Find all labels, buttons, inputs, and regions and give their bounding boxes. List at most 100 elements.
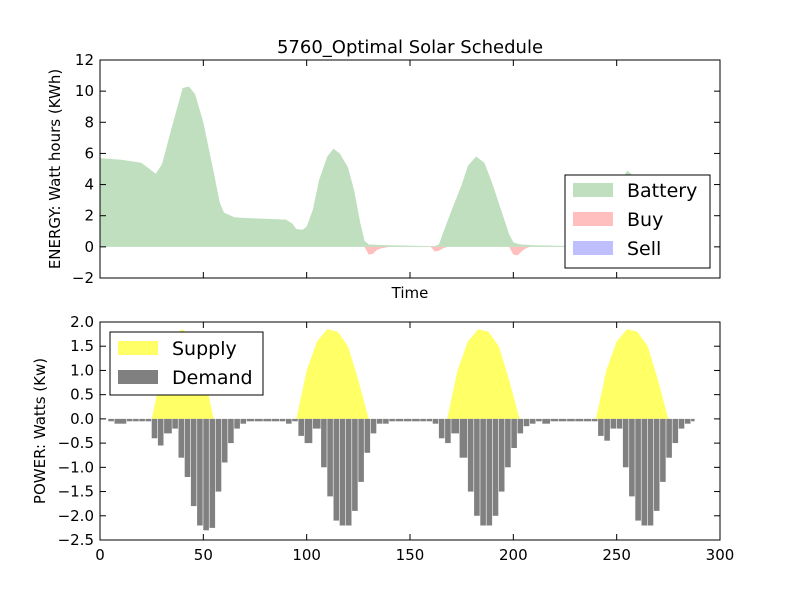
demand-bar bbox=[234, 418, 240, 429]
energy-y-tick-label: 6 bbox=[84, 144, 94, 162]
demand-bar bbox=[271, 418, 280, 422]
demand-bar bbox=[209, 418, 216, 528]
demand-bar bbox=[203, 418, 209, 531]
demand-bar bbox=[178, 418, 185, 458]
power-y-tick-label: 1.0 bbox=[70, 361, 94, 379]
power-y-ticks: −2.5 −2.0 −1.5 −1.0 −0.5 0.0 0.5 1.0 1.5 2.0 bbox=[58, 313, 720, 549]
demand-bar bbox=[653, 418, 660, 511]
demand-bar bbox=[333, 418, 340, 521]
legend-swatch-buy bbox=[573, 212, 613, 226]
legend-label-sell: Sell bbox=[627, 238, 661, 260]
energy-legend: Battery Buy Sell bbox=[564, 174, 711, 269]
power-x-tick-label: 150 bbox=[396, 546, 425, 564]
supply-area bbox=[296, 329, 369, 419]
legend-swatch-battery bbox=[573, 183, 613, 197]
demand-bar bbox=[498, 418, 505, 492]
demand-bar bbox=[445, 418, 451, 444]
demand-bar bbox=[474, 418, 480, 516]
demand-bar bbox=[190, 418, 197, 507]
demand-bar bbox=[145, 418, 152, 422]
demand-bar bbox=[604, 418, 610, 441]
demand-bar bbox=[345, 418, 352, 526]
demand-bar bbox=[164, 418, 172, 434]
power-x-tick-label: 250 bbox=[602, 546, 631, 564]
power-y-tick-label: −1.0 bbox=[58, 458, 94, 476]
demand-bar bbox=[376, 418, 383, 424]
demand-bar bbox=[151, 418, 158, 439]
demand-bar bbox=[312, 418, 321, 429]
demand-bar bbox=[529, 418, 536, 424]
demand-bar bbox=[286, 418, 292, 424]
power-y-tick-label: 0.5 bbox=[70, 386, 94, 404]
demand-bar bbox=[486, 418, 493, 526]
power-x-tick-label: 50 bbox=[194, 546, 213, 564]
demand-bar bbox=[678, 418, 685, 429]
demand-bar bbox=[126, 418, 133, 422]
demand-bar bbox=[215, 418, 222, 492]
supply-area bbox=[447, 329, 520, 419]
legend-swatch-sell bbox=[573, 241, 613, 255]
demand-bar bbox=[536, 418, 542, 422]
energy-x-axis-title: Time bbox=[391, 284, 429, 302]
energy-y-tick-label: −2 bbox=[72, 269, 94, 287]
demand-bar bbox=[591, 418, 598, 422]
demand-bar bbox=[583, 418, 592, 422]
power-x-tick-label: 200 bbox=[499, 546, 528, 564]
demand-bar bbox=[255, 418, 263, 422]
power-y-tick-label: −2.5 bbox=[58, 531, 94, 549]
energy-panel: 5760_Optimal Solar Schedule −2024681012 … bbox=[46, 37, 721, 302]
legend-label-battery: Battery bbox=[627, 180, 697, 202]
demand-bar bbox=[691, 418, 695, 422]
power-legend: Supply Demand bbox=[109, 331, 264, 396]
demand-bar bbox=[575, 418, 583, 422]
energy-y-tick-label: 12 bbox=[75, 51, 94, 69]
demand-bar bbox=[352, 418, 358, 511]
demand-bar bbox=[451, 418, 459, 434]
demand-bar bbox=[279, 418, 286, 422]
legend-label-demand: Demand bbox=[172, 367, 253, 389]
power-y-tick-label: −2.0 bbox=[58, 507, 94, 525]
power-x-tick-label: 0 bbox=[95, 546, 105, 564]
demand-bar bbox=[622, 418, 629, 468]
power-x-ticks: 0 50 100 150 200 250 300 bbox=[95, 322, 734, 564]
power-series-layer bbox=[108, 329, 695, 531]
demand-bar bbox=[616, 418, 623, 429]
energy-plot-frame bbox=[99, 59, 721, 279]
power-y-tick-label: 1.5 bbox=[70, 337, 94, 355]
demand-bar bbox=[157, 418, 164, 446]
demand-bar bbox=[672, 418, 679, 444]
demand-bar bbox=[647, 418, 654, 526]
demand-bar bbox=[467, 418, 474, 492]
demand-bar bbox=[403, 418, 412, 422]
energy-y-tick-label: 2 bbox=[84, 207, 94, 225]
legend-label-supply: Supply bbox=[172, 338, 237, 360]
energy-y-tick-label: 0 bbox=[84, 238, 94, 256]
demand-bar bbox=[228, 418, 234, 444]
demand-bar bbox=[364, 418, 371, 453]
demand-bar bbox=[629, 418, 635, 497]
power-plot-frame bbox=[99, 321, 721, 541]
demand-bar bbox=[389, 418, 395, 422]
demand-bar bbox=[511, 418, 517, 448]
demand-bar bbox=[666, 418, 672, 458]
demand-bar bbox=[641, 418, 648, 526]
power-y-tick-label: 0.0 bbox=[70, 410, 94, 428]
supply-area bbox=[596, 329, 669, 419]
demand-bar bbox=[327, 418, 333, 497]
demand-bar bbox=[370, 418, 377, 434]
demand-bar bbox=[246, 418, 255, 422]
demand-bar bbox=[426, 418, 433, 422]
demand-bar bbox=[221, 418, 228, 463]
demand-bar bbox=[542, 418, 550, 424]
demand-bar bbox=[523, 418, 530, 427]
energy-y-tick-label: 10 bbox=[75, 82, 94, 100]
energy-y-axis-title: ENERGY: Watt hours (KWh) bbox=[46, 69, 64, 269]
power-x-tick-label: 100 bbox=[292, 546, 321, 564]
demand-bar bbox=[114, 418, 127, 424]
demand-bar bbox=[660, 418, 666, 482]
demand-bar bbox=[517, 418, 524, 434]
demand-bar bbox=[412, 418, 420, 422]
demand-bar bbox=[420, 418, 426, 422]
energy-y-tick-label: 8 bbox=[84, 113, 94, 131]
